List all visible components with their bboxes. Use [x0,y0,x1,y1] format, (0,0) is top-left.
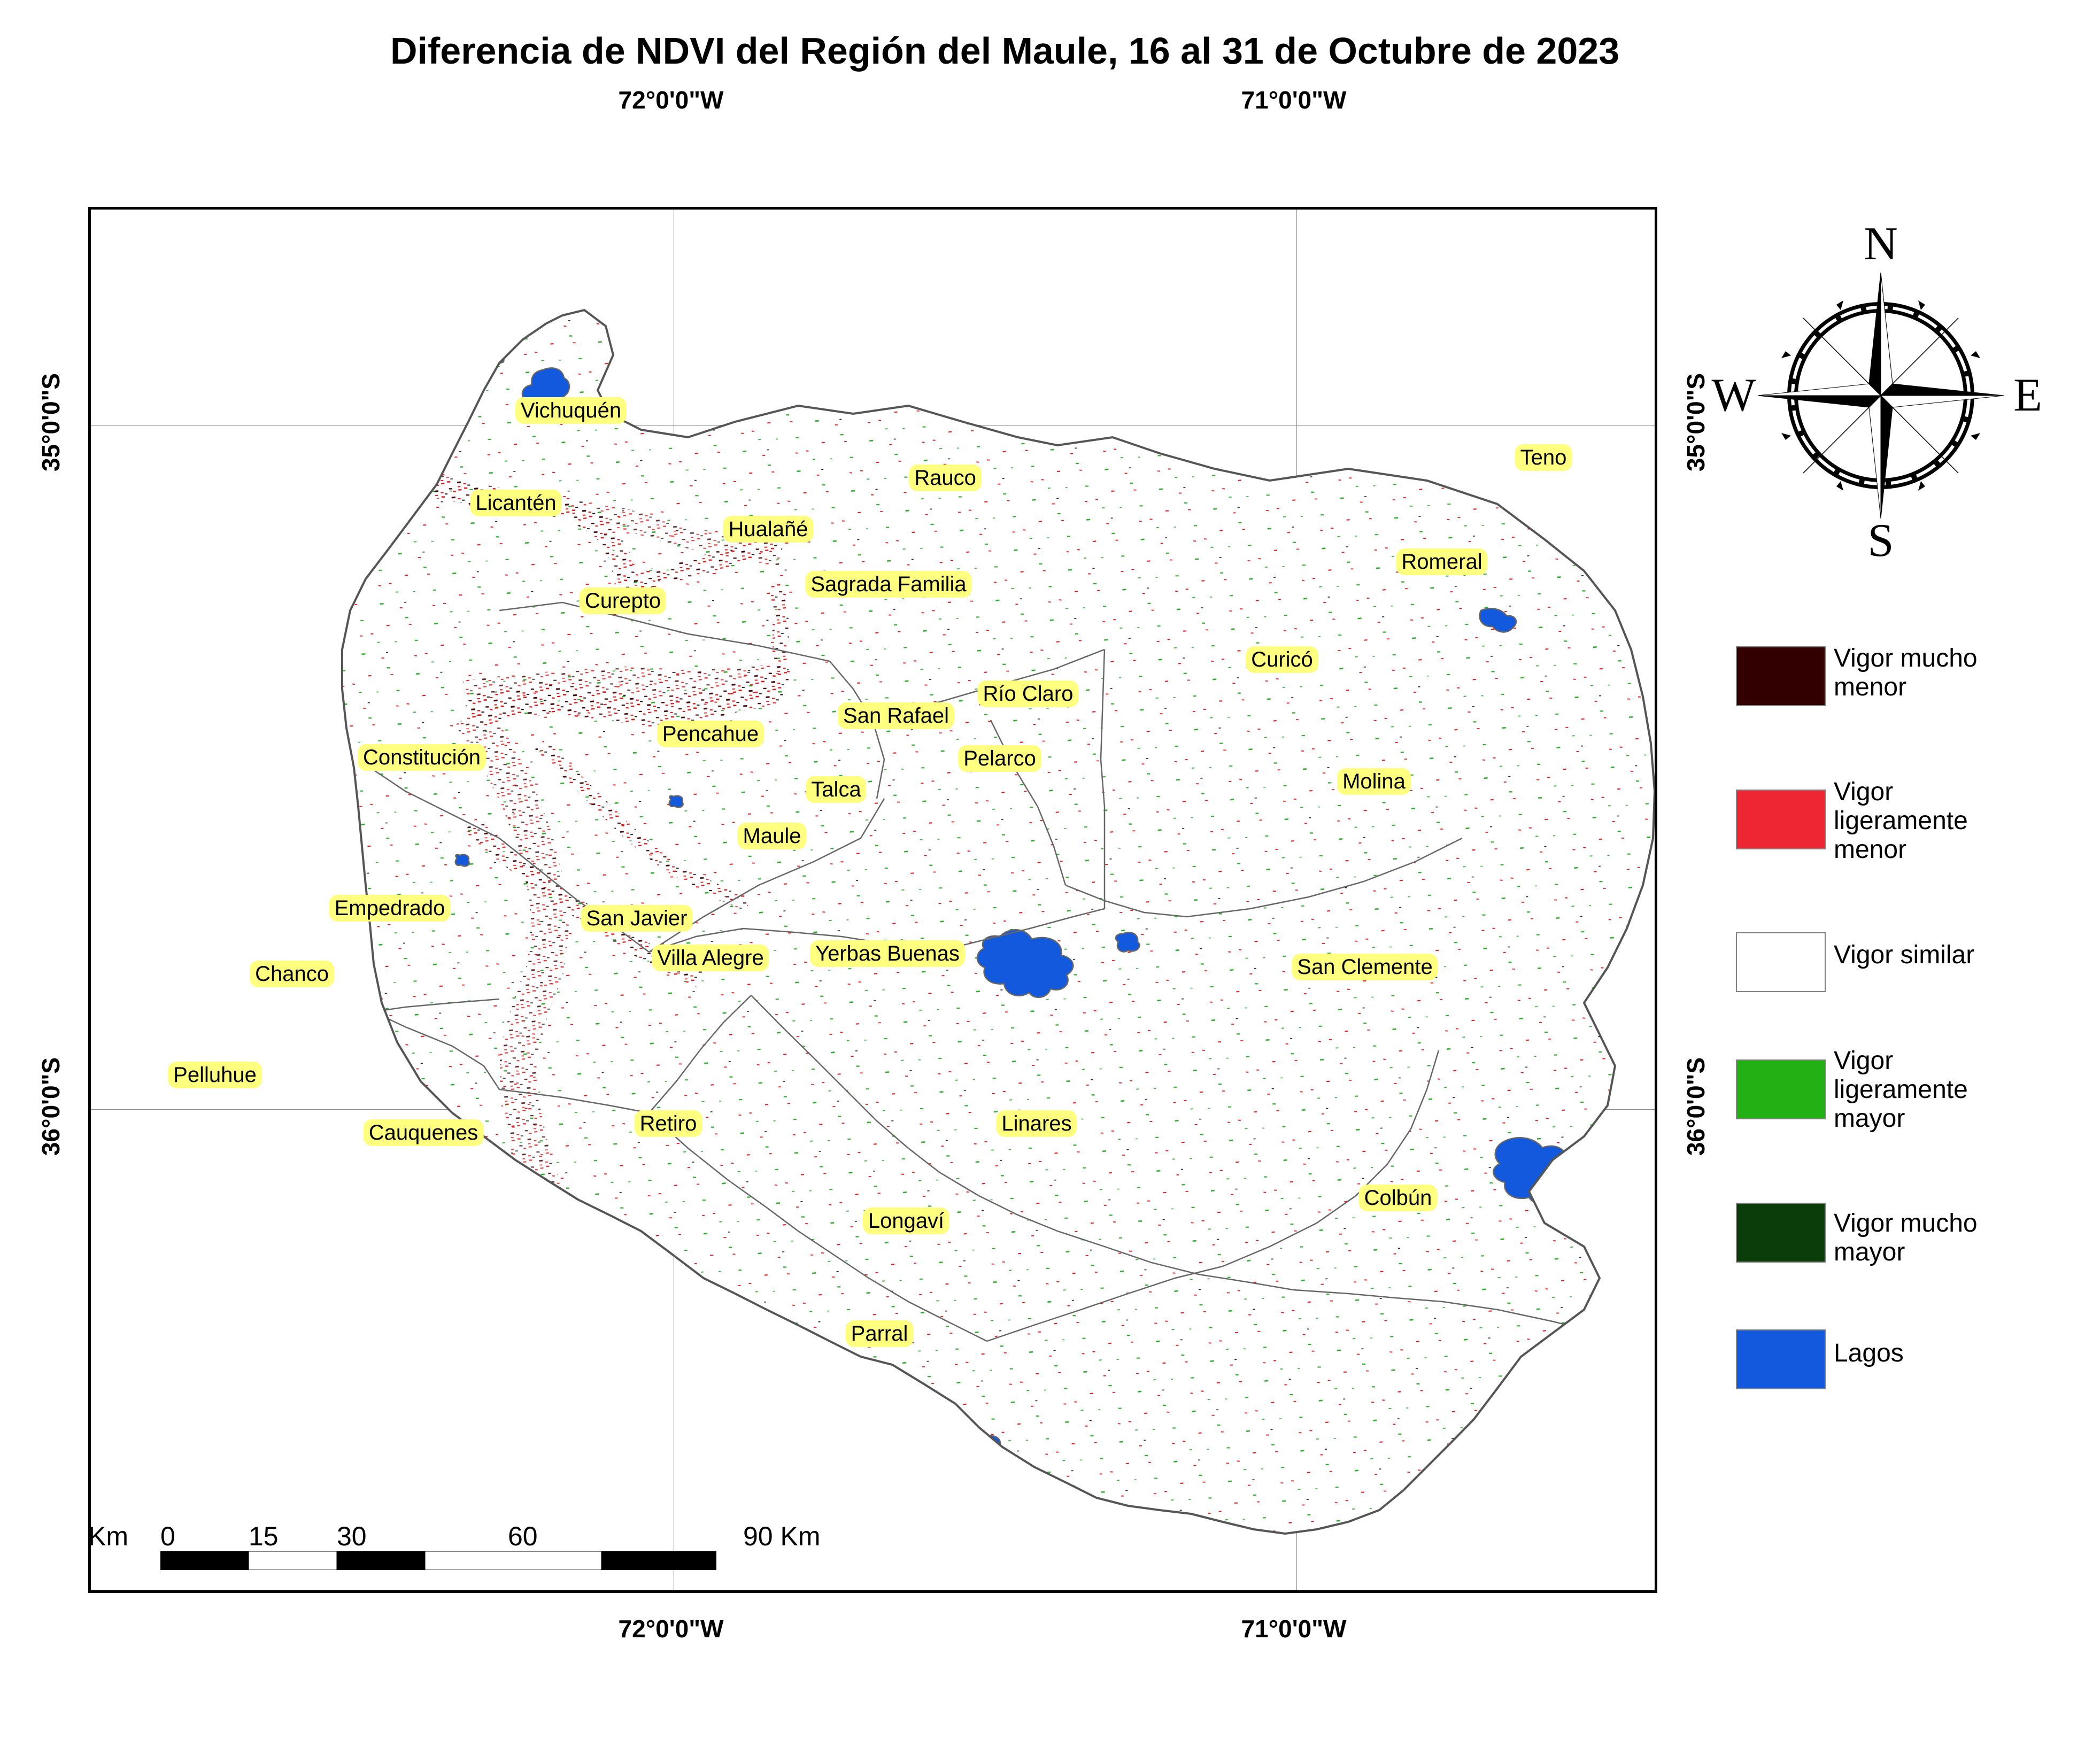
svg-text:E: E [2013,369,2042,421]
svg-text:S: S [1868,515,1894,567]
svg-text:W: W [1711,369,1756,421]
svg-text:N: N [1864,218,1898,270]
